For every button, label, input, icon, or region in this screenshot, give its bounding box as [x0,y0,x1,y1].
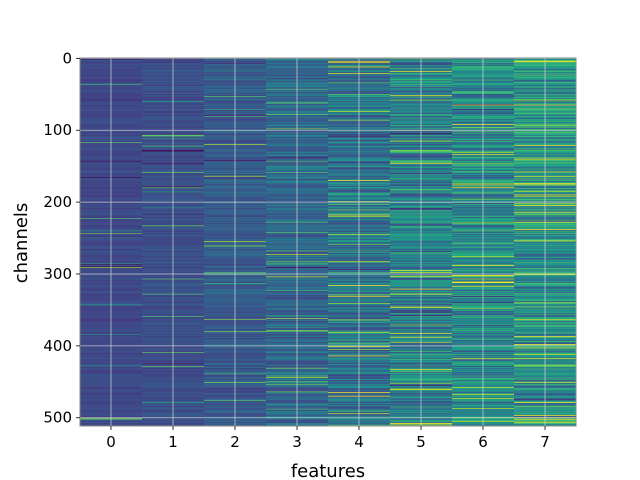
grid-lines [80,57,576,426]
plot-frame [79,57,577,427]
x-tick-label: 3 [292,433,302,451]
y-tick-label: 500 [43,409,72,427]
y-tick-label: 300 [43,265,72,283]
y-tick-label: 100 [43,121,72,139]
y-axis-label: channels [11,203,32,284]
x-tick-label: 6 [478,433,488,451]
x-tick-label: 7 [540,433,550,451]
heatmap-cells [80,58,577,427]
y-tick-label: 0 [62,49,72,67]
x-axis-label: features [291,461,365,480]
x-tick-label: 4 [354,433,364,451]
x-tick-label: 5 [416,433,426,451]
y-axis-ticks: 0 100 200 300 400 500 [43,49,80,427]
x-tick-label: 2 [230,433,240,451]
x-axis-ticks: 0 1 2 3 4 5 6 7 [106,426,550,451]
x-tick-label: 0 [106,433,116,451]
y-tick-label: 400 [43,337,72,355]
x-tick-label: 1 [168,433,178,451]
y-tick-label: 200 [43,193,72,211]
